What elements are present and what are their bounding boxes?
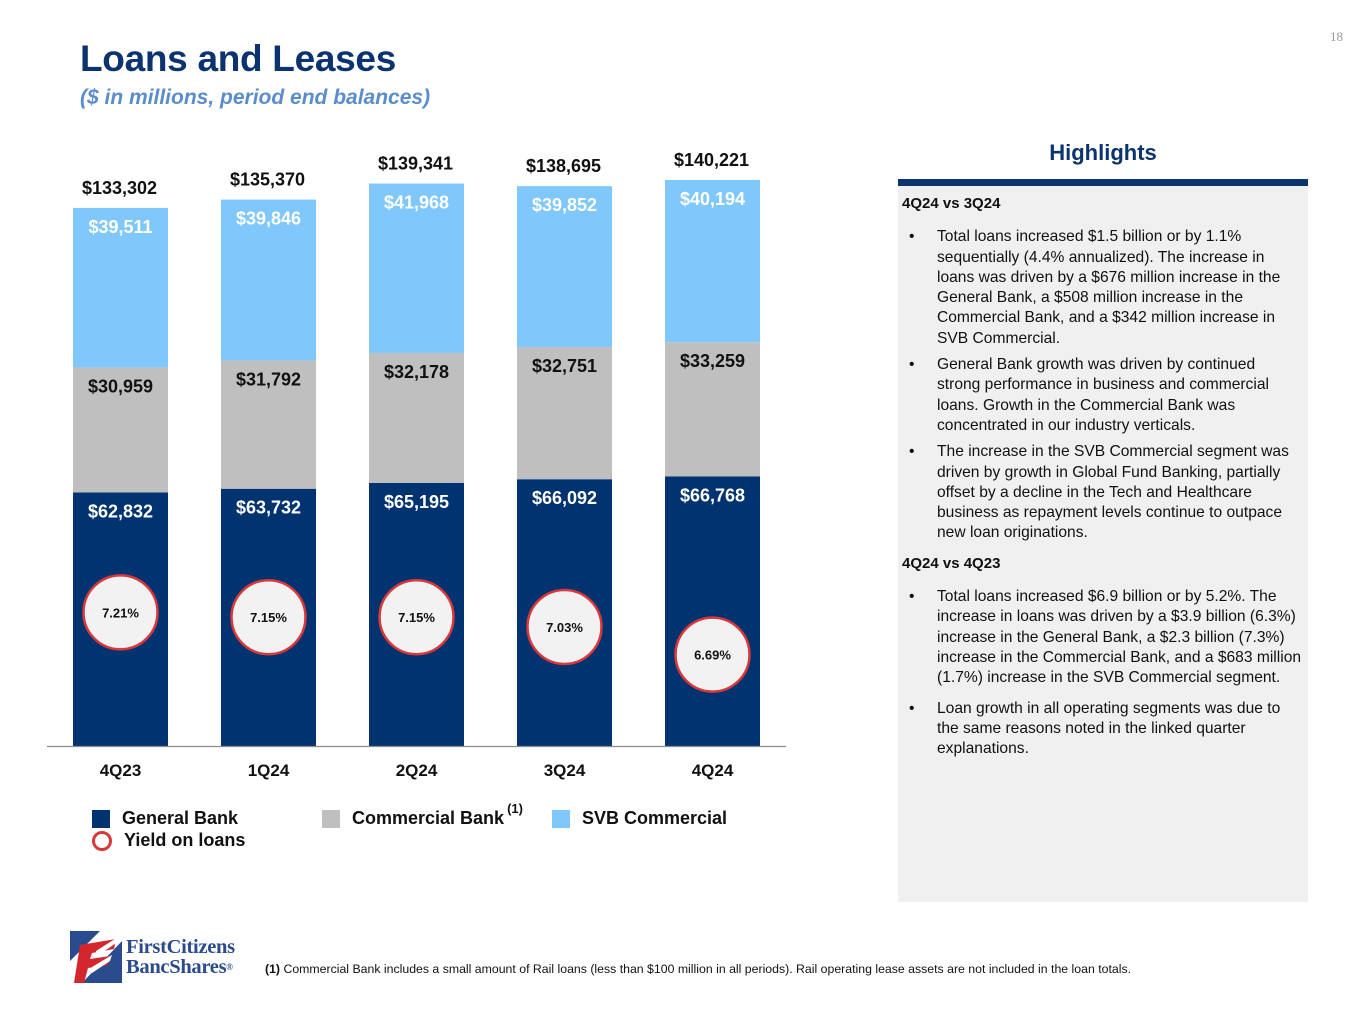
highlights-section: 4Q24 vs 4Q23 Total loans increased $6.9 … xyxy=(902,554,1302,760)
logo-wordmark: FirstCitizens BancShares® xyxy=(126,936,235,978)
loans-stacked-bar-chart: $62,832 $30,959 $39,511 $133,302 7.21% $63,73… xyxy=(47,150,786,780)
footnote-text: Commercial Bank includes a small amount … xyxy=(280,962,1132,976)
section-heading: 4Q24 vs 4Q23 xyxy=(902,554,1001,572)
segment-value-label: $33,259 xyxy=(680,351,745,371)
yield-ring xyxy=(526,588,603,666)
svb-commercial-bar-segment xyxy=(517,186,612,348)
bullet-item: General Bank growth was driven by contin… xyxy=(902,355,1302,436)
logo-line2: BancShares xyxy=(126,956,227,978)
yield-ring xyxy=(82,574,159,651)
legend-label: Yield on loans xyxy=(124,830,246,850)
commercial-bank-bar-segment xyxy=(369,352,464,483)
bullet-list: Total loans increased $6.9 billion or by… xyxy=(902,587,1302,759)
legend-item-svb-commercial: SVB Commercial xyxy=(552,808,727,829)
page-title: Loans and Leases xyxy=(80,38,396,79)
segment-value-label: $39,852 xyxy=(532,195,597,215)
footnote-ref: (1) xyxy=(507,801,523,816)
legend-item-general-bank: General Bank xyxy=(92,808,238,829)
commercial-bank-bar-segment xyxy=(517,347,612,480)
yield-value-label: 7.15% xyxy=(398,610,435,625)
footnote-marker: (1) xyxy=(265,962,281,976)
highlights-section: 4Q24 vs 3Q24 Total loans increased $1.5 … xyxy=(902,194,1302,544)
section-heading: 4Q24 vs 3Q24 xyxy=(902,195,1001,212)
legend-item-yield-on-loans: Yield on loans xyxy=(92,830,245,851)
bullet-item: Total loans increased $1.5 billion or by… xyxy=(902,227,1302,349)
segment-value-label: $41,968 xyxy=(384,193,449,213)
legend-label: Commercial Bank xyxy=(352,808,505,828)
labels-layer: $62,832 $30,959 $39,511 $133,302 7.21% $63,73… xyxy=(82,150,751,693)
segment-value-label: $65,195 xyxy=(384,492,449,512)
svb-commercial-bar-segment xyxy=(221,199,316,361)
total-value-label: $139,341 xyxy=(378,154,453,174)
total-value-label: $140,221 xyxy=(674,150,749,170)
svb-commercial-swatch-icon xyxy=(552,809,570,828)
segment-value-label: $31,792 xyxy=(236,369,301,389)
x-tick-label: 1Q24 xyxy=(248,761,290,780)
logo-line1: FirstCitizens xyxy=(126,936,235,958)
yield-value-label: 7.15% xyxy=(250,610,287,625)
yield-ring-icon xyxy=(92,830,112,851)
bullet-item: Loan growth in all operating segments wa… xyxy=(902,699,1302,760)
legend-label: SVB Commercial xyxy=(582,808,728,828)
chart-legend: General Bank Commercial Bank (1) SVB Com… xyxy=(92,801,792,866)
first-citizens-logo-icon xyxy=(70,931,122,983)
segment-value-label: $39,846 xyxy=(236,209,301,229)
registered-mark: ® xyxy=(226,962,233,972)
x-tick-label: 2Q24 xyxy=(396,761,438,780)
segment-value-label: $62,832 xyxy=(88,501,153,521)
bullet-item: The increase in the SVB Commercial segme… xyxy=(902,442,1302,543)
legend-label: General Bank xyxy=(122,808,239,828)
yield-value-label: 6.69% xyxy=(694,648,731,663)
yield-value-label: 7.03% xyxy=(546,620,583,635)
segment-value-label: $39,511 xyxy=(88,217,152,237)
company-logo: FirstCitizens BancShares® xyxy=(70,931,235,983)
legend-item-commercial-bank: Commercial Bank (1) xyxy=(322,801,523,829)
commercial-bank-bar-segment xyxy=(221,360,316,489)
svb-commercial-bar-segment xyxy=(73,207,168,368)
svb-commercial-bar-segment xyxy=(665,180,760,343)
bullet-item: Total loans increased $6.9 billion or by… xyxy=(902,587,1302,688)
commercial-bank-bar-segment xyxy=(73,367,168,493)
segment-value-label: $32,178 xyxy=(384,362,449,382)
segment-value-label: $66,092 xyxy=(532,488,597,508)
page-number: 18 xyxy=(1330,29,1343,44)
svb-commercial-bar-segment xyxy=(369,183,464,353)
commercial-bank-swatch-icon xyxy=(322,809,340,828)
general-bank-bar-segment xyxy=(665,476,760,746)
segment-value-label: $63,732 xyxy=(236,498,301,518)
segment-value-label: $32,751 xyxy=(532,356,597,376)
segment-value-label: $40,194 xyxy=(680,189,745,209)
x-axis-ticks: 4Q23 1Q24 2Q24 3Q24 4Q24 xyxy=(100,761,734,780)
x-tick-label: 3Q24 xyxy=(544,761,586,780)
general-bank-swatch-icon xyxy=(92,809,110,828)
highlights-content: 4Q24 vs 3Q24 Total loans increased $1.5 … xyxy=(902,194,1302,769)
total-value-label: $135,370 xyxy=(230,170,305,190)
yield-ring xyxy=(674,616,751,693)
segment-value-label: $30,959 xyxy=(88,376,153,396)
yield-value-label: 7.21% xyxy=(102,605,139,620)
commercial-bank-bar-segment xyxy=(665,342,760,477)
highlights-title: Highlights xyxy=(1049,140,1157,165)
footnote: (1) Commercial Bank includes a small amo… xyxy=(265,962,1131,976)
x-tick-label: 4Q24 xyxy=(692,761,734,780)
x-tick-label: 4Q23 xyxy=(100,761,142,780)
page-subtitle: ($ in millions, period end balances) xyxy=(80,86,431,109)
highlights-divider xyxy=(898,179,1308,186)
total-value-label: $138,695 xyxy=(526,156,601,176)
highlights-panel: 4Q24 vs 3Q24 Total loans increased $1.5 … xyxy=(898,179,1308,902)
total-value-label: $133,302 xyxy=(82,178,157,198)
bars-layer xyxy=(73,180,760,746)
bullet-list: Total loans increased $1.5 billion or by… xyxy=(902,227,1302,543)
segment-value-label: $66,768 xyxy=(680,485,745,505)
yield-ring xyxy=(230,578,307,656)
yield-ring xyxy=(378,578,455,656)
